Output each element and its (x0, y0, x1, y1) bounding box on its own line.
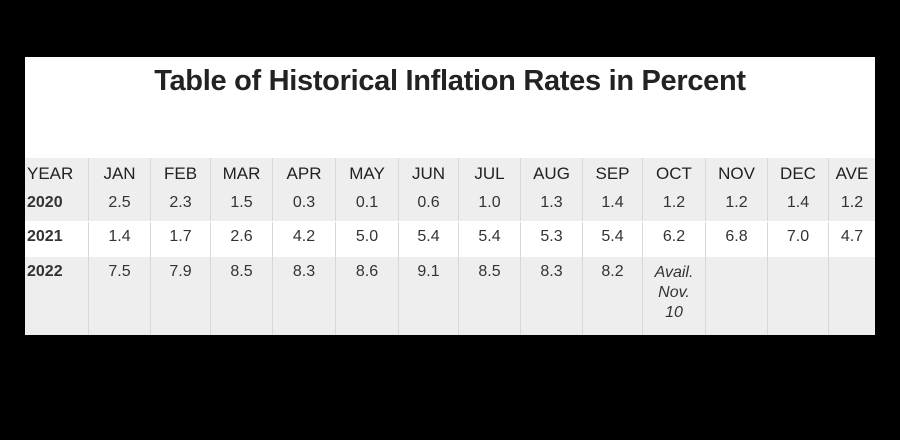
cell: NOV (705, 158, 767, 188)
cell: JAN (88, 158, 150, 188)
cell: 1.4 (767, 188, 828, 221)
cell: 2.6 (210, 222, 272, 257)
cell: 4.7 (828, 222, 875, 257)
header-row: YEAR JAN FEB MAR APR MAY JUN JUL AUG SEP OCT NOV DEC… (25, 158, 875, 188)
cell: 1.2 (828, 188, 875, 221)
cell: 1.4 (88, 222, 150, 257)
cell (705, 257, 767, 335)
cell: JUL (458, 158, 520, 188)
cell: 7.5 (88, 257, 150, 335)
cell: YEAR (27, 164, 74, 183)
cell: APR (272, 158, 335, 188)
table-row: 2021 1.4 1.7 2.6 4.2 5.0 5.4 5.4 5.3 5.4 6.2 6.8 7.0… (25, 222, 875, 257)
table-row: 2020 2.5 2.3 1.5 0.3 0.1 0.6 1.0 1.3 1.4 1.2 1.2 1.4… (25, 188, 875, 221)
table-row: 2022 7.5 7.9 8.5 8.3 8.6 9.1 8.5 8.3 8.2 Avail. No… (25, 257, 875, 335)
cell: 6.8 (705, 222, 767, 257)
cell: MAY (335, 158, 398, 188)
cell (767, 257, 828, 335)
cell: 7.9 (150, 257, 210, 335)
cell: Avail. Nov. 10 (642, 257, 705, 335)
cell: 2022 (27, 263, 63, 280)
cell: 1.5 (210, 188, 272, 221)
cell: 0.3 (272, 188, 335, 221)
cell: 7.0 (767, 222, 828, 257)
cell: AUG (520, 158, 582, 188)
cell: 0.1 (335, 188, 398, 221)
cell: FEB (150, 158, 210, 188)
cell: 5.4 (398, 222, 458, 257)
cell: 1.4 (582, 188, 642, 221)
cell (828, 257, 875, 335)
cell: 8.5 (458, 257, 520, 335)
cell: SEP (582, 158, 642, 188)
cell: 5.4 (582, 222, 642, 257)
cell: 1.2 (642, 188, 705, 221)
cell: 2021 (27, 228, 63, 245)
cell: 8.3 (272, 257, 335, 335)
title: Table of Historical Inflation Rates in P… (154, 65, 746, 97)
note: Avail. Nov. 10 (654, 264, 694, 321)
cell: 1.3 (520, 188, 582, 221)
cell: 8.3 (520, 257, 582, 335)
cell: 1.2 (705, 188, 767, 221)
cell: 2.5 (88, 188, 150, 221)
cell: 8.2 (582, 257, 642, 335)
cell: 6.2 (642, 222, 705, 257)
cell: 8.5 (210, 257, 272, 335)
cell: 5.3 (520, 222, 582, 257)
panel: Table of Historical Inflation Rates in P… (25, 57, 875, 335)
cell: 0.6 (398, 188, 458, 221)
cell: OCT (642, 158, 705, 188)
cell: AVE (828, 158, 875, 188)
cell: 9.1 (398, 257, 458, 335)
cell: 4.2 (272, 222, 335, 257)
cell: JUN (398, 158, 458, 188)
cell: 2020 (27, 194, 63, 211)
cell: 1.0 (458, 188, 520, 221)
cell: 2.3 (150, 188, 210, 221)
cell: 5.0 (335, 222, 398, 257)
cell: 8.6 (335, 257, 398, 335)
cell: 5.4 (458, 222, 520, 257)
cell: MAR (210, 158, 272, 188)
cell: 1.7 (150, 222, 210, 257)
cell: DEC (767, 158, 828, 188)
